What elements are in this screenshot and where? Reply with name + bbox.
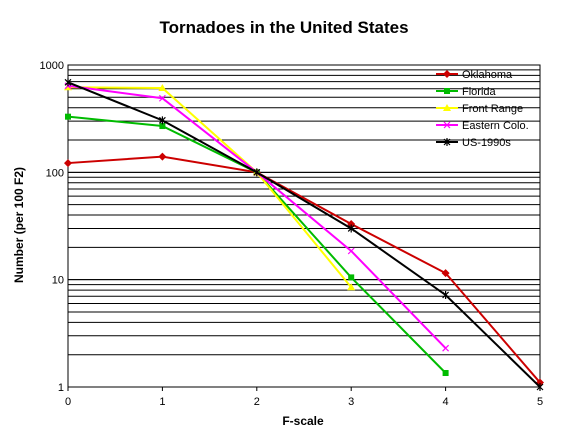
- data-point-eastern-colo: [442, 344, 450, 352]
- data-point-florida: [442, 370, 449, 377]
- legend-label: Florida: [462, 86, 497, 98]
- series-oklahoma: [64, 152, 544, 387]
- series-line-oklahoma: [67, 155, 541, 384]
- x-tick-label: 2: [254, 396, 260, 408]
- data-point-us-1990s: [347, 224, 355, 233]
- legend-marker: [443, 138, 451, 146]
- x-axis-title: F-scale: [282, 414, 324, 428]
- legend-item-us-1990s: US-1990s: [436, 137, 511, 149]
- data-point-eastern-colo: [158, 94, 166, 102]
- legend-marker: [443, 70, 451, 78]
- legend-label: Eastern Colo.: [462, 120, 529, 132]
- data-point-florida: [159, 123, 166, 130]
- y-tick-label: 10: [52, 275, 64, 287]
- data-point-florida: [348, 274, 355, 281]
- legend-label: Front Range: [462, 103, 523, 115]
- legend-marker: [443, 121, 451, 129]
- x-tick-label: 4: [443, 396, 449, 408]
- legend-item-oklahoma: Oklahoma: [436, 69, 513, 81]
- data-point-eastern-colo: [347, 247, 355, 255]
- series-us-1990s: [64, 78, 544, 391]
- x-tick-label: 0: [65, 396, 71, 408]
- legend-item-front-range: Front Range: [436, 103, 523, 115]
- y-axis-title: Number (per 100 F2): [12, 167, 26, 283]
- y-axis: 1 10 100 1000: [40, 60, 64, 394]
- y-tick-label: 100: [46, 167, 64, 179]
- data-point-us-1990s: [536, 383, 544, 391]
- x-tick-label: 1: [159, 396, 165, 408]
- series-line-eastern-colo: [67, 84, 447, 349]
- data-point-us-1990s: [158, 116, 166, 125]
- series-line-front-range: [67, 86, 352, 288]
- data-point-us-1990s: [64, 78, 72, 87]
- x-tick-label: 5: [537, 396, 543, 408]
- legend-marker: [444, 88, 450, 94]
- y-tick-label: 1: [58, 382, 64, 394]
- legend-item-eastern-colo: Eastern Colo.: [436, 120, 529, 132]
- data-point-us-1990s: [253, 168, 261, 177]
- y-tick-label: 1000: [40, 60, 64, 72]
- data-point-oklahoma: [64, 159, 72, 168]
- data-point-oklahoma: [441, 269, 450, 278]
- data-point-oklahoma: [158, 152, 167, 161]
- x-tick-label: 3: [348, 396, 354, 408]
- series-line-us-1990s: [67, 81, 541, 388]
- data-point-florida: [65, 113, 71, 120]
- series-front-range: [64, 83, 356, 291]
- data-point-us-1990s: [442, 290, 450, 299]
- legend-label: US-1990s: [462, 137, 511, 149]
- series-group: [64, 78, 544, 391]
- data-point-front-range: [347, 283, 356, 291]
- legend: Oklahoma Florida Front Range Eastern Colo. U…: [436, 69, 529, 149]
- legend-label: Oklahoma: [462, 69, 513, 81]
- plot-area: [67, 64, 541, 388]
- chart-title: Tornadoes in the United States: [159, 18, 408, 37]
- data-point-front-range: [158, 84, 167, 92]
- x-axis: 0 1 2 3 4 5: [65, 387, 543, 408]
- series-line-florida: [67, 115, 447, 374]
- legend-marker: [443, 104, 451, 111]
- legend-item-florida: Florida: [436, 86, 497, 98]
